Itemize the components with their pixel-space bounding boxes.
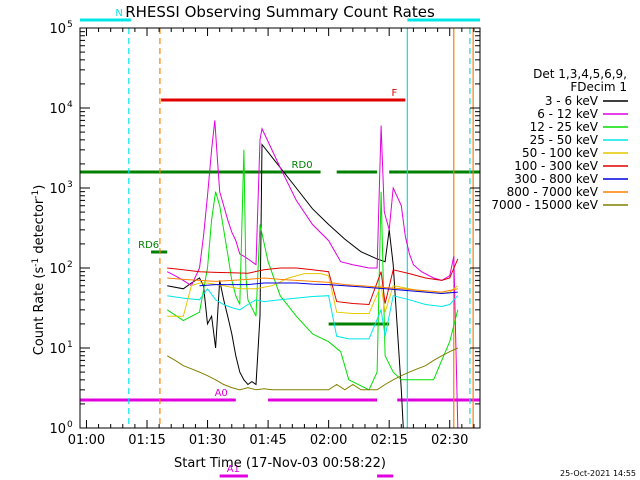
y-tick-label-5: 10: [49, 22, 66, 37]
x-tick-label-1: 01:15: [128, 433, 165, 448]
legend-label-6: 300 - 800 keV: [514, 172, 598, 186]
flag-label-3: RD0: [292, 160, 313, 171]
legend-label-5: 100 - 300 keV: [514, 159, 598, 173]
series-line-8: [166, 347, 459, 391]
flag-label-1: N: [115, 8, 122, 19]
legend-label-3: 25 - 50 keV: [530, 133, 599, 147]
y-tick-exp-0: 0: [67, 420, 73, 430]
y-tick-exp-5: 5: [67, 20, 73, 30]
flag-label-4: RD6: [138, 240, 159, 251]
flag-label-2: F: [392, 88, 398, 99]
flag-label-6: A0: [215, 388, 228, 399]
y-axis-label: Count Rate (s-1 detector-1): [31, 185, 47, 356]
y-tick-label-2: 10: [49, 262, 66, 277]
y-tick-exp-3: 3: [67, 180, 73, 190]
series-line-2: [166, 149, 459, 391]
legend-label-4: 50 - 100 keV: [522, 146, 599, 160]
legend-label-1: 6 - 12 keV: [537, 107, 599, 121]
chart-title: RHESSI Observing Summary Count Rates: [125, 3, 435, 21]
y-tick-exp-2: 2: [67, 260, 73, 270]
series-line-4: [167, 273, 459, 317]
legend-label-0: 3 - 6 keV: [545, 94, 599, 108]
y-tick-label-1: 10: [49, 342, 66, 357]
y-tick-label-0: 10: [49, 422, 66, 437]
x-axis-label: Start Time (17-Nov-03 00:58:22): [174, 456, 386, 471]
x-tick-label-3: 01:45: [249, 433, 286, 448]
y-tick-label-3: 10: [49, 182, 66, 197]
y-tick-exp-1: 1: [67, 340, 73, 350]
legend-label-2: 12 - 25 keV: [530, 120, 599, 134]
x-tick-label-4: 02:00: [310, 433, 347, 448]
x-tick-label-2: 01:30: [189, 433, 226, 448]
y-tick-label-4: 10: [49, 102, 66, 117]
series-line-7: [167, 277, 458, 293]
legend-header-line1: Det 1,3,4,5,6,9,: [533, 67, 627, 81]
legend-header-line2: FDecim 1: [570, 80, 627, 94]
timestamp: 25-Oct-2021 14:55: [560, 469, 636, 478]
series-line-1: [166, 120, 459, 429]
legend-label-7: 800 - 7000 keV: [507, 185, 599, 199]
flag-label-7: A1: [227, 464, 240, 475]
series-line-5: [167, 258, 459, 306]
series-line-3: [167, 287, 459, 340]
x-tick-label-5: 02:15: [370, 433, 407, 448]
y-tick-exp-4: 4: [67, 100, 73, 110]
series-line-6: [199, 282, 458, 295]
x-tick-label-6: 02:30: [431, 433, 468, 448]
legend-label-8: 7000 - 15000 keV: [491, 198, 598, 212]
series-line-0: [167, 143, 404, 429]
x-tick-label-0: 01:00: [68, 433, 105, 448]
